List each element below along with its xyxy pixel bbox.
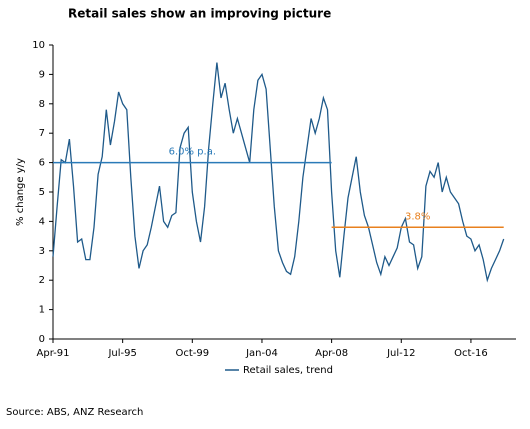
- y-tick-label: 5: [39, 187, 45, 198]
- y-tick-label: 7: [39, 128, 45, 139]
- x-tick-label: Jul-12: [386, 348, 415, 359]
- y-tick-label: 6: [39, 158, 45, 169]
- average-label: 6.0% p.a.: [169, 147, 216, 158]
- source: Source: ABS, ANZ Research: [6, 407, 143, 418]
- x-tick-label: Oct-16: [454, 348, 488, 359]
- y-tick-label: 4: [39, 216, 45, 227]
- x-tick-label: Oct-99: [175, 348, 209, 359]
- y-tick-label: 0: [39, 334, 45, 345]
- data-line: [52, 62, 505, 283]
- y-tick-label: 9: [39, 69, 45, 80]
- y-tick-label: 3: [39, 246, 45, 257]
- y-axis-label: % change y/y: [15, 158, 26, 226]
- y-tick-label: 8: [39, 99, 45, 110]
- y-tick-label: 10: [32, 40, 45, 51]
- x-tick-label: Jul-95: [107, 348, 136, 359]
- legend-label: Retail sales, trend: [243, 365, 333, 376]
- y-tick-label: 1: [39, 305, 45, 316]
- chart-title: Retail sales show an improving picture: [68, 7, 331, 21]
- average-label: 3.8%: [405, 211, 430, 222]
- x-tick-label: Apr-91: [37, 348, 70, 359]
- x-tick-label: Jan-04: [245, 348, 278, 359]
- y-tick-label: 2: [39, 275, 45, 286]
- x-tick-label: Apr-08: [315, 348, 348, 359]
